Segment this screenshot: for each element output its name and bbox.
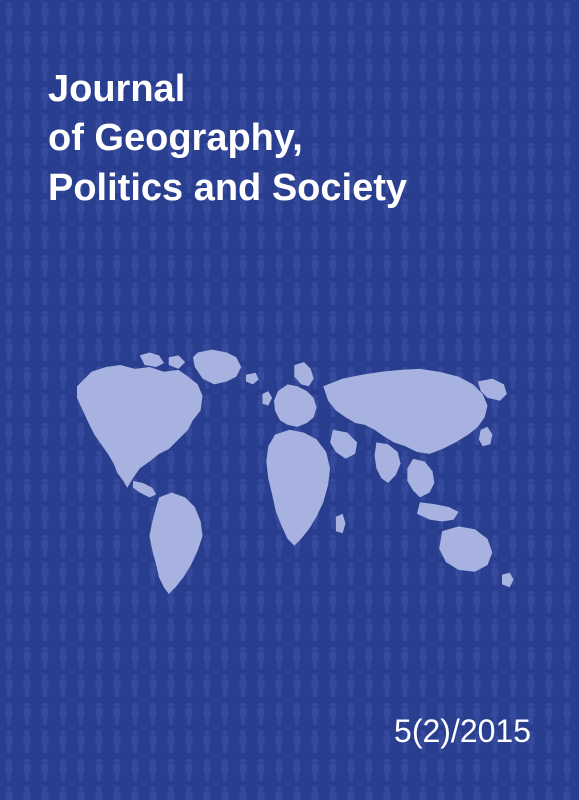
title-line-2: of Geography, xyxy=(48,114,531,163)
title-line-1: Journal xyxy=(48,65,531,114)
world-map-container xyxy=(48,233,531,713)
issue-number: 5(2)/2015 xyxy=(48,713,531,750)
journal-cover: Journal of Geography, Politics and Socie… xyxy=(0,0,579,800)
title-line-3: Politics and Society xyxy=(48,164,531,213)
journal-title: Journal of Geography, Politics and Socie… xyxy=(48,65,531,213)
world-map-icon xyxy=(48,338,531,608)
cover-content: Journal of Geography, Politics and Socie… xyxy=(0,0,579,800)
